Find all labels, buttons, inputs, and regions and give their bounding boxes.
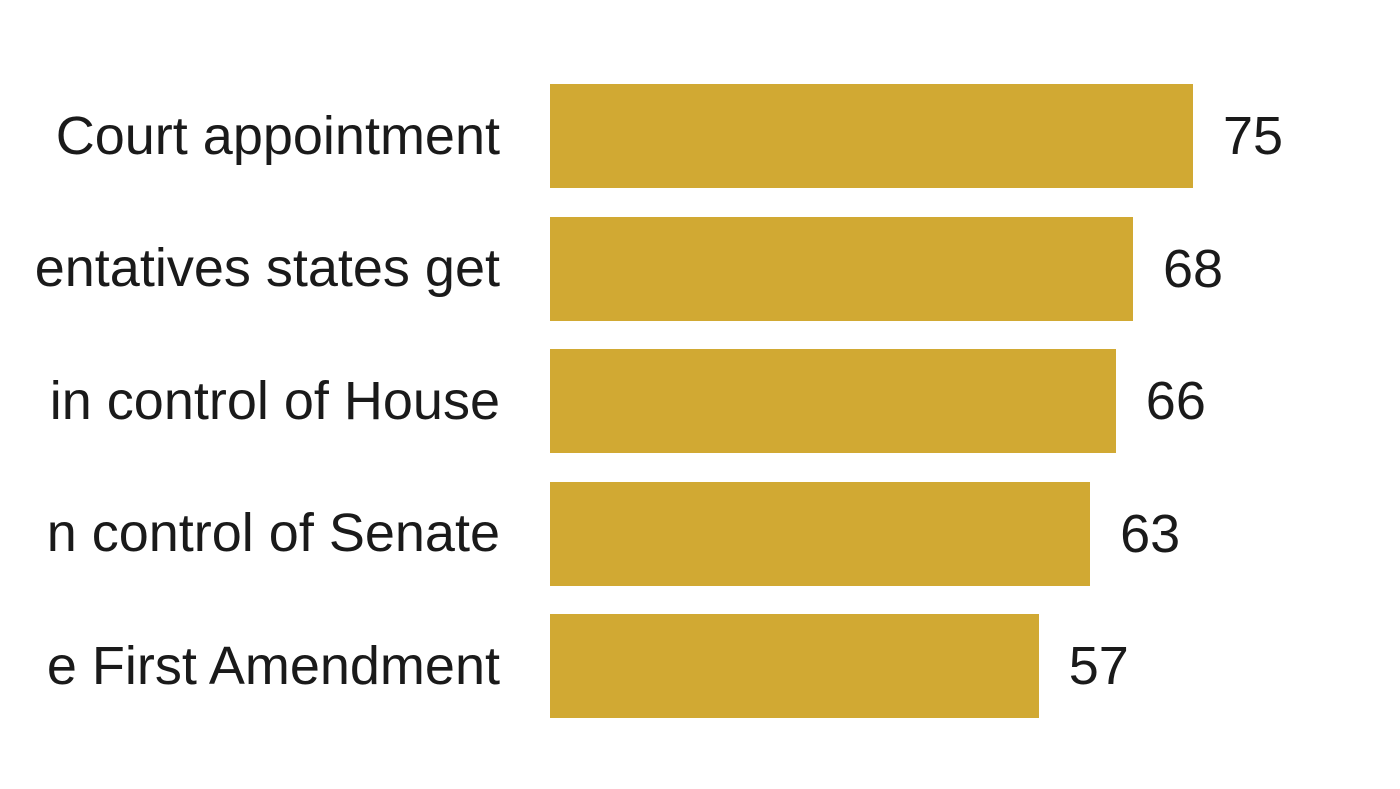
category-label: entatives states get [34,238,500,299]
bar [550,84,1193,189]
chart-row: n control of Senate 63 [0,468,1400,601]
value-label: 57 [1068,636,1129,697]
bar [550,216,1133,321]
bar-area: 66 [550,335,1206,468]
bar-area: 68 [550,203,1223,336]
value-label: 63 [1120,503,1181,564]
bar-chart-rows: Court appointment 75 entatives states ge… [0,70,1400,733]
value-label: 68 [1163,238,1224,299]
chart-row: in control of House 66 [0,335,1400,468]
bar [550,614,1039,719]
chart-row: e First Amendment 57 [0,600,1400,733]
chart-row: Court appointment 75 [0,70,1400,203]
bar [550,349,1116,454]
category-label: e First Amendment [46,635,500,696]
bar [550,481,1091,586]
value-label: 75 [1223,106,1284,167]
category-label: in control of House [49,370,500,431]
category-label: n control of Senate [46,503,500,564]
bar-area: 63 [550,468,1180,601]
bar-area: 75 [550,70,1283,203]
value-label: 66 [1145,371,1206,432]
bar-area: 57 [550,600,1129,733]
category-label: Court appointment [55,105,500,166]
chart-row: entatives states get 68 [0,203,1400,336]
